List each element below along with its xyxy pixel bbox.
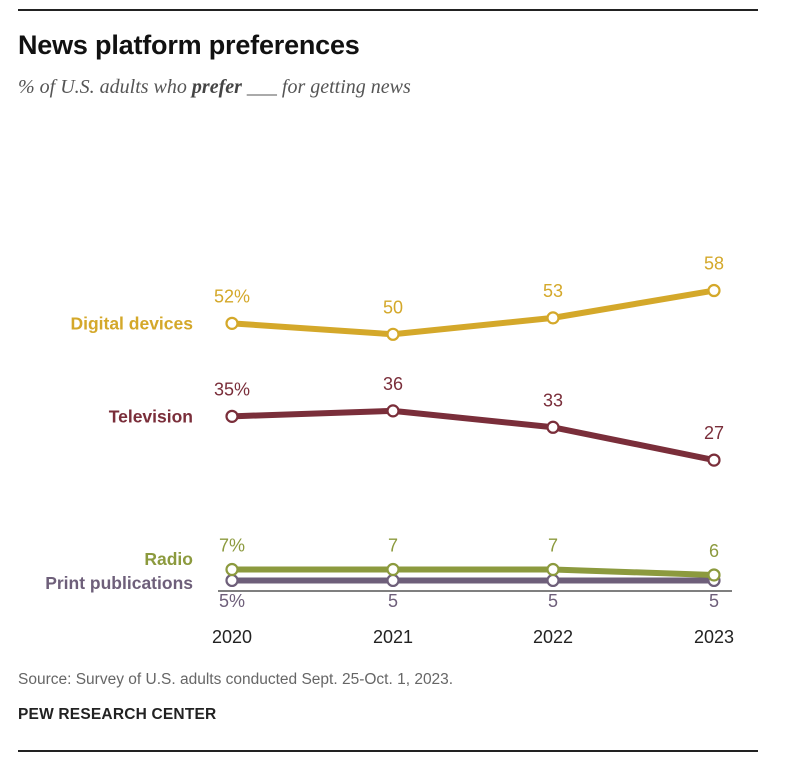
data-label-radio: 7 — [548, 536, 558, 556]
data-label-digital-devices: 58 — [704, 254, 724, 274]
data-label-television: 33 — [543, 390, 563, 410]
x-tick-label: 2021 — [373, 627, 413, 647]
data-label-print-publications: 5 — [548, 591, 558, 611]
data-point-digital-devices — [707, 283, 721, 298]
series-label-print-publications: Print publications — [45, 573, 193, 593]
series-line-television — [229, 407, 717, 464]
data-label-digital-devices: 52% — [214, 286, 250, 306]
x-tick-label: 2020 — [212, 627, 252, 647]
series-line-digital-devices — [229, 287, 717, 338]
series-label-digital-devices: Digital devices — [70, 313, 193, 333]
data-label-digital-devices: 50 — [383, 297, 403, 317]
data-point-print-publications — [546, 573, 560, 588]
data-point-television — [546, 420, 560, 434]
data-label-print-publications: 5% — [219, 591, 245, 611]
data-point-print-publications — [386, 573, 400, 588]
data-label-digital-devices: 53 — [543, 281, 563, 301]
data-label-radio: 7% — [219, 536, 245, 556]
data-point-digital-devices — [386, 327, 400, 341]
data-point-print-publications — [225, 573, 239, 588]
top-rule — [18, 9, 758, 11]
data-point-television — [386, 404, 400, 418]
data-label-radio: 7 — [388, 536, 398, 556]
x-tick-label: 2022 — [533, 627, 573, 647]
organization-name: PEW RESEARCH CENTER — [18, 706, 217, 723]
subtitle-start: % of U.S. adults who — [18, 76, 192, 98]
data-label-print-publications: 5 — [709, 591, 719, 611]
data-label-television: 35% — [214, 379, 250, 399]
data-point-digital-devices — [546, 311, 560, 325]
x-tick-label: 2023 — [694, 627, 734, 647]
data-label-television: 27 — [704, 423, 724, 443]
data-point-digital-devices — [225, 316, 239, 330]
series-label-radio: Radio — [144, 549, 193, 569]
data-point-radio — [546, 562, 560, 577]
subtitle-emphasis: prefer — [191, 76, 242, 98]
bottom-rule — [18, 750, 758, 752]
source-note: Source: Survey of U.S. adults conducted … — [18, 671, 454, 688]
subtitle-end: ___ for getting news — [241, 76, 411, 98]
data-label-television: 36 — [383, 374, 403, 394]
data-label-radio: 6 — [709, 541, 719, 561]
data-point-television — [225, 409, 239, 423]
series-label-television: Television — [109, 406, 193, 426]
data-point-radio — [225, 562, 239, 577]
data-point-television — [707, 453, 721, 467]
chart-subtitle: % of U.S. adults who prefer ___ for gett… — [18, 76, 411, 99]
data-label-print-publications: 5 — [388, 591, 398, 611]
data-point-radio — [386, 562, 400, 577]
chart-title: News platform preferences — [18, 30, 360, 60]
series-line-radio — [229, 566, 717, 578]
data-point-radio — [707, 568, 721, 582]
